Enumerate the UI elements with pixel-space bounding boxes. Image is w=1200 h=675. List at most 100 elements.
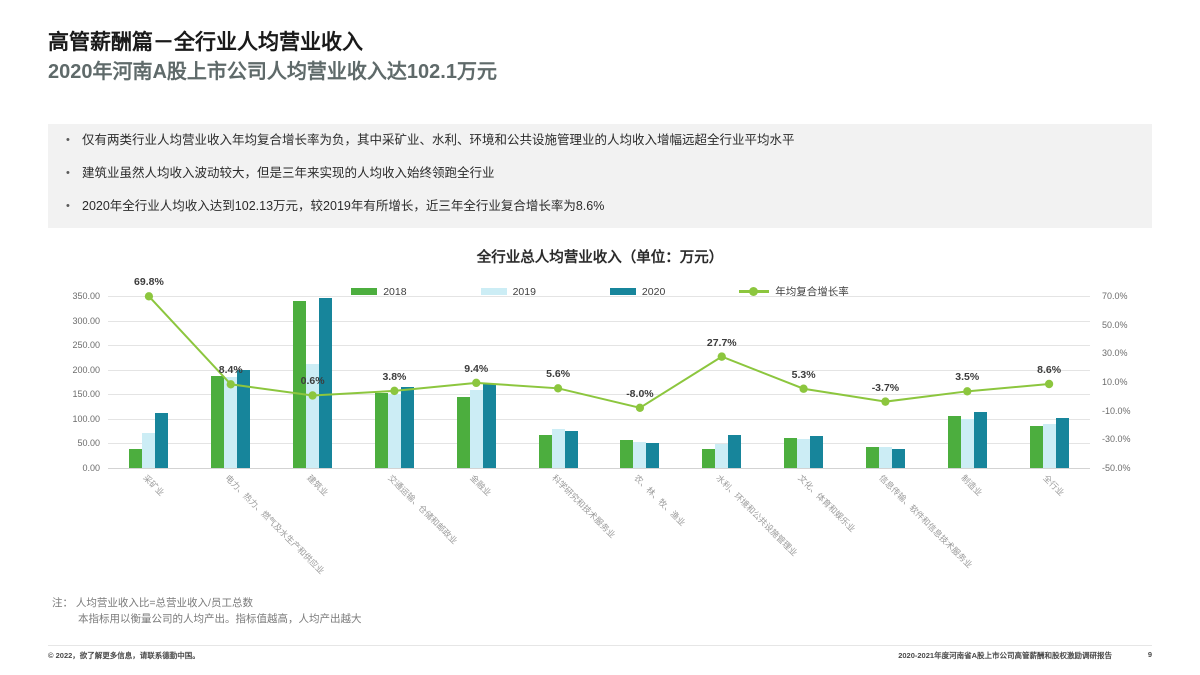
- chart-legend: 2018 2019 2020 年均复合增长率: [0, 284, 1200, 299]
- bar-group: [845, 296, 927, 468]
- bar[interactable]: [456, 396, 470, 468]
- bullet-marker-icon: •: [66, 167, 70, 179]
- bar[interactable]: [469, 390, 483, 468]
- bar[interactable]: [891, 449, 905, 468]
- bar[interactable]: [319, 298, 333, 468]
- bar[interactable]: [878, 447, 892, 468]
- bar[interactable]: [947, 416, 961, 468]
- x-axis-label: 科学研究和技术服务业: [550, 472, 618, 540]
- bar[interactable]: [224, 377, 238, 468]
- bar-group: [599, 296, 681, 468]
- y-axis-right-tick: 50.0%: [1102, 319, 1128, 330]
- bar[interactable]: [784, 437, 798, 468]
- bar[interactable]: [728, 434, 742, 468]
- bar[interactable]: [715, 444, 729, 468]
- x-axis-label: 交通运输、仓储和邮政业: [386, 472, 460, 546]
- bar[interactable]: [960, 418, 974, 468]
- y-axis-left-tick: 350.00: [72, 291, 100, 301]
- line-markers: [144, 292, 1054, 412]
- x-axis-label: 全行业: [1041, 472, 1067, 498]
- note-line-1: 注： 人均营业收入比=总营业收入/员工总数: [52, 597, 253, 609]
- bullet-item: • 仅有两类行业人均营业收入年均复合增长率为负，其中采矿业、水利、环境和公共设施管…: [48, 124, 1152, 157]
- bar[interactable]: [211, 375, 225, 468]
- line-marker[interactable]: [144, 292, 154, 301]
- bar[interactable]: [1042, 423, 1056, 468]
- bar[interactable]: [1029, 426, 1043, 468]
- line-marker[interactable]: [881, 397, 890, 406]
- x-axis-label: 制造业: [959, 472, 985, 498]
- bullet-panel: • 仅有两类行业人均营业收入年均复合增长率为负，其中采矿业、水利、环境和公共设施管…: [48, 124, 1152, 228]
- bar[interactable]: [702, 449, 716, 468]
- line-marker[interactable]: [472, 378, 481, 388]
- bar[interactable]: [129, 449, 143, 468]
- bullet-item: • 2020年全行业人均收入达到102.13万元，较2019年有所增长，近三年全行…: [48, 190, 1152, 223]
- y-axis-right-tick: -30.0%: [1102, 434, 1131, 445]
- bar-group: [108, 296, 190, 468]
- legend-item[interactable]: 年均复合增长率: [739, 284, 849, 299]
- bar-series-container: [108, 296, 1090, 468]
- page-subtitle: 2020年河南A股上市公司人均营业收入达102.1万元: [48, 61, 497, 84]
- y-axis-left-tick: 150.00: [72, 389, 100, 400]
- bullet-text: 2020年全行业人均收入达到102.13万元，较2019年有所增长，近三年全行业…: [82, 199, 605, 213]
- bar[interactable]: [293, 300, 307, 468]
- x-axis-label: 水利、环境和公共设施管理业: [713, 472, 800, 558]
- line-marker[interactable]: [799, 384, 808, 393]
- legend-item[interactable]: 2018: [351, 285, 407, 298]
- y-axis-left-tick: 0.00: [82, 463, 100, 473]
- gridline: [108, 320, 1090, 322]
- bar[interactable]: [482, 384, 496, 468]
- bullet-item: • 建筑业虽然人均收入波动较大，但是三年来实现的人均收入始终领跑全行业: [48, 157, 1152, 190]
- x-axis-label: 信息传输、软件和信息技术服务业: [877, 472, 975, 570]
- bar[interactable]: [865, 446, 879, 468]
- gridline: [108, 345, 1090, 347]
- bullet-text: 仅有两类行业人均营业收入年均复合增长率为负，其中采矿业、水利、环境和公共设施管理…: [82, 133, 795, 147]
- x-axis-label: 建筑业: [304, 472, 330, 498]
- bar[interactable]: [564, 431, 578, 468]
- footer-divider: [48, 645, 1152, 646]
- line-marker[interactable]: [390, 386, 399, 396]
- bar[interactable]: [538, 434, 552, 468]
- y-axis-right-tick: -50.0%: [1102, 463, 1131, 473]
- y-axis-left-tick: 300.00: [72, 315, 100, 326]
- line-marker[interactable]: [717, 352, 726, 361]
- bar[interactable]: [620, 439, 634, 468]
- bar[interactable]: [646, 443, 660, 468]
- bar[interactable]: [155, 412, 169, 468]
- bar[interactable]: [306, 363, 320, 468]
- line-marker[interactable]: [308, 391, 317, 400]
- bar[interactable]: [387, 394, 401, 468]
- line-marker[interactable]: [1044, 379, 1054, 389]
- chart-note: 注： 人均营业收入比=总营业收入/员工总数 本指标用以衡量公司的人均产出。指标值…: [52, 596, 362, 628]
- chart-plot-area: 0.00 50.00 100.00 150.00 200.00 250.00 300.00 3…: [48, 276, 1152, 576]
- bar-group: [517, 296, 599, 468]
- y-axis-left: 0.00 50.00 100.00 150.00 200.00 250.00 300.00 3…: [48, 291, 106, 473]
- y-axis-left-tick: 250.00: [72, 340, 100, 351]
- legend-label: 2018: [383, 285, 407, 298]
- bar[interactable]: [973, 412, 987, 468]
- bar[interactable]: [1055, 417, 1069, 468]
- legend-item[interactable]: 2019: [480, 286, 536, 298]
- bar-group: [272, 296, 354, 468]
- bar[interactable]: [142, 432, 156, 468]
- line-marker[interactable]: [553, 384, 563, 393]
- bar[interactable]: [237, 369, 251, 468]
- line-marker[interactable]: [226, 380, 235, 389]
- bar[interactable]: [810, 436, 824, 468]
- bullet-marker-icon: •: [66, 200, 70, 212]
- bar[interactable]: [797, 438, 811, 468]
- bar[interactable]: [551, 428, 565, 468]
- line-marker[interactable]: [963, 387, 972, 396]
- y-axis-right-tick: -10.0%: [1102, 405, 1131, 416]
- legend-label: 年均复合增长率: [775, 286, 849, 298]
- legend-line-marker-icon: [739, 287, 770, 296]
- gridline: [108, 468, 1090, 469]
- footer-report-name: 2020-2021年度河南省A股上市公司高管薪酬和股权激励调研报告: [898, 651, 1112, 660]
- legend-item[interactable]: 2020: [609, 286, 665, 298]
- bar[interactable]: [633, 442, 647, 468]
- y-axis-right-tick: 30.0%: [1102, 348, 1128, 359]
- bar[interactable]: [400, 386, 414, 468]
- y-axis-right: -50.0% -30.0% -10.0% 10.0% 30.0% 50.0% 70.0%: [1094, 291, 1152, 473]
- line-marker[interactable]: [635, 403, 645, 412]
- bar[interactable]: [374, 393, 388, 468]
